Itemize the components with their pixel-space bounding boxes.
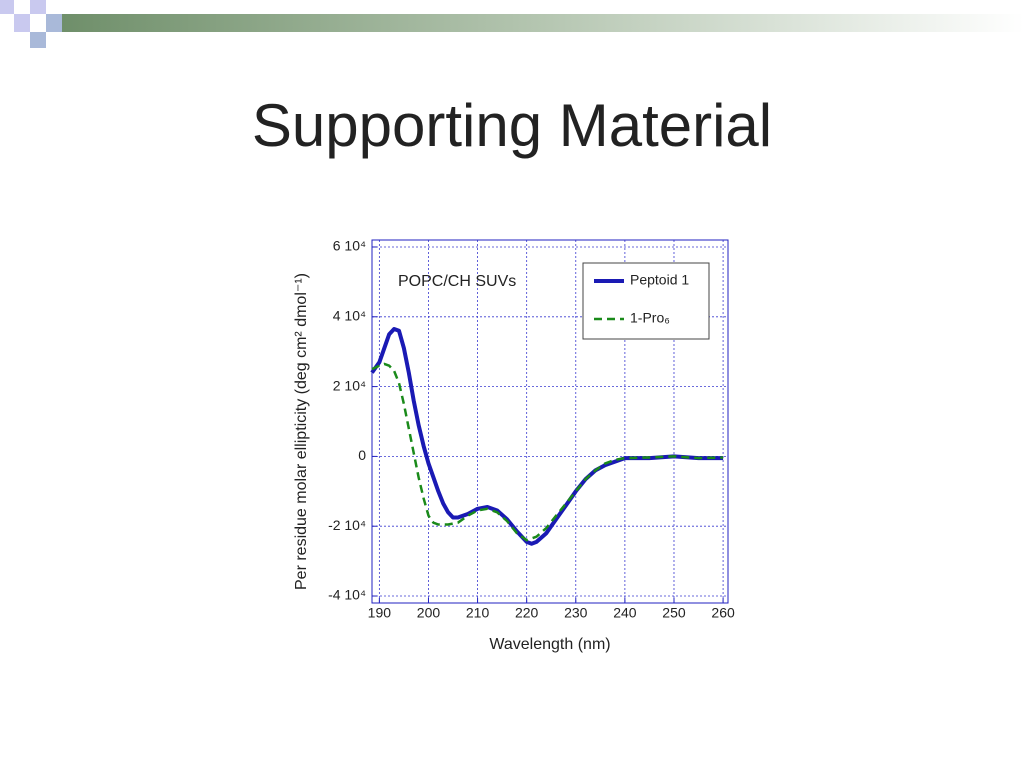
y-tick-label: 0 — [358, 447, 366, 463]
annotation: POPC/CH SUVs — [398, 273, 516, 290]
x-axis-label: Wavelength (nm) — [489, 636, 610, 653]
legend-label: 1-Pro₆ — [630, 310, 670, 326]
x-tick-label: 230 — [564, 605, 588, 621]
x-tick-label: 250 — [662, 605, 686, 621]
x-tick-label: 260 — [711, 605, 735, 621]
plot-frame — [371, 239, 729, 604]
x-tick-label: 220 — [515, 605, 539, 621]
legend-label: Peptoid 1 — [630, 272, 689, 288]
data-line — [371, 362, 724, 542]
chart: 190 200 210 220 230 240 250 260 -4 10⁴ -2 10⁴ 0 2 1… — [293, 238, 735, 654]
y-tick-label: -2 10⁴ — [328, 517, 366, 533]
decoration — [0, 0, 1024, 48]
y-tick-label: 2 10⁴ — [333, 377, 366, 393]
y-tick-label: -4 10⁴ — [328, 587, 366, 603]
slide-title: Supporting Material — [252, 92, 772, 159]
legend-box — [582, 262, 710, 340]
y-tick-label: 6 10⁴ — [333, 238, 366, 254]
x-tick-label: 190 — [368, 605, 392, 621]
x-tick-label: 200 — [417, 605, 441, 621]
x-tick-label: 210 — [466, 605, 490, 621]
data-line — [370, 327, 724, 546]
x-tick-label: 240 — [613, 605, 637, 621]
y-axis-label: Per residue molar ellipticity (deg cm² d… — [293, 273, 310, 590]
y-tick-label: 4 10⁴ — [333, 307, 366, 323]
